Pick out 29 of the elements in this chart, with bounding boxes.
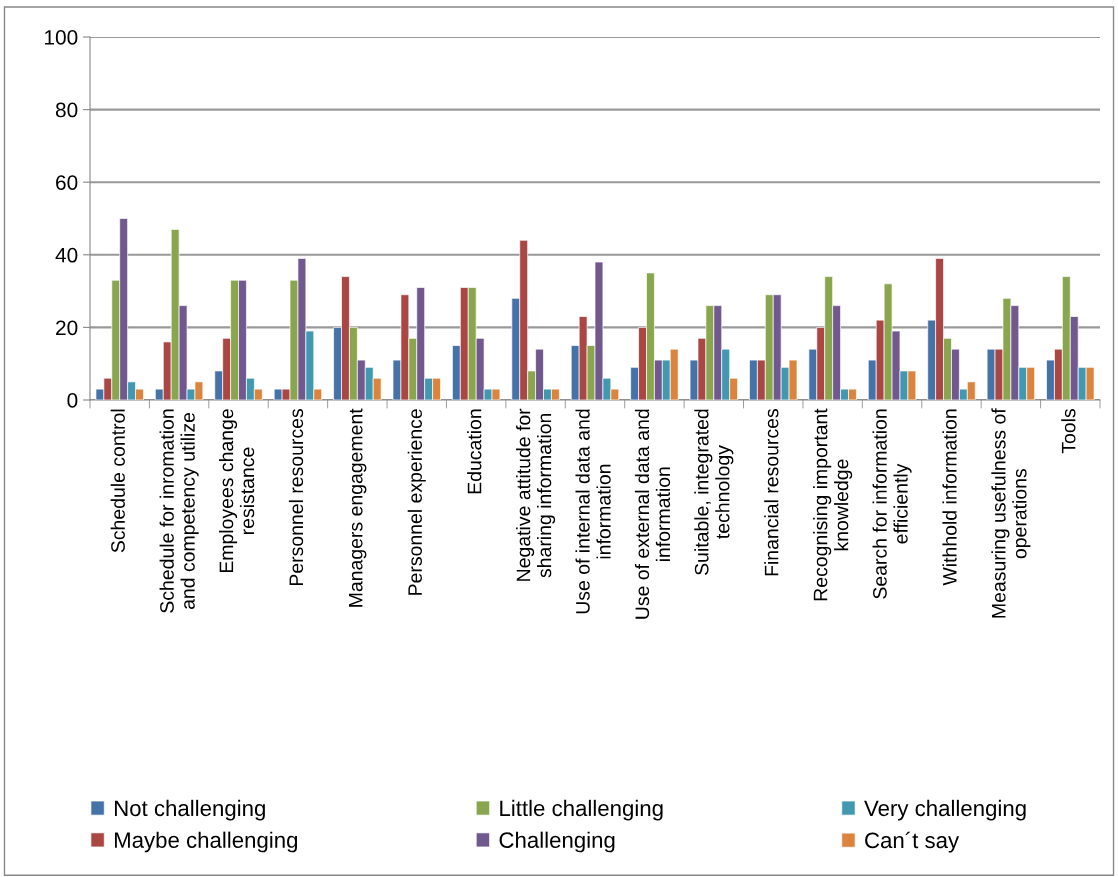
x-tick-label: Recognising important knowledge — [813, 408, 853, 601]
legend-label: Not challenging — [114, 799, 265, 821]
y-tick-label: 80 — [55, 102, 78, 118]
legend-label: Maybe challenging — [114, 831, 298, 853]
x-tick-label: Schedule control — [110, 409, 125, 553]
legend-label: Can´t say — [865, 831, 960, 853]
legend-label: Challenging — [499, 831, 615, 853]
y-tick-label: 40 — [55, 247, 78, 263]
x-tick-label: Schedule for inromation and competency utilize — [159, 409, 199, 613]
x-tick-label: Managers engagement — [349, 408, 367, 607]
x-tick-label: Use of external data and information — [634, 409, 671, 619]
x-tick-label: Suitable, integrated technology — [694, 409, 734, 575]
x-tick-label: Financial resources — [764, 409, 779, 576]
y-tick-label: 100 — [45, 30, 78, 45]
legend-label: Very challenging — [864, 799, 1026, 821]
x-tick-label: Personnel resources — [288, 409, 304, 586]
x-tick-label: Employees change resistance — [218, 409, 255, 573]
x-tick-label: Negative attitude for sharing information — [516, 408, 556, 581]
legend-label: Little challenging — [500, 799, 663, 821]
y-tick-label: 20 — [56, 320, 78, 336]
y-tick-label: 0 — [67, 393, 78, 408]
x-tick-label: Use of internal data and information — [575, 409, 611, 614]
y-tick-label: 60 — [56, 175, 78, 190]
x-tick-label: Measuring usefulness of operations — [991, 408, 1031, 618]
x-tick-label: Tools — [1061, 409, 1076, 454]
x-tick-label: Search for information efficiently — [872, 409, 912, 599]
x-tick-label: Education — [467, 409, 482, 494]
x-tick-label: Withhold information — [942, 409, 957, 586]
x-tick-label: Personnel experience — [407, 409, 426, 595]
